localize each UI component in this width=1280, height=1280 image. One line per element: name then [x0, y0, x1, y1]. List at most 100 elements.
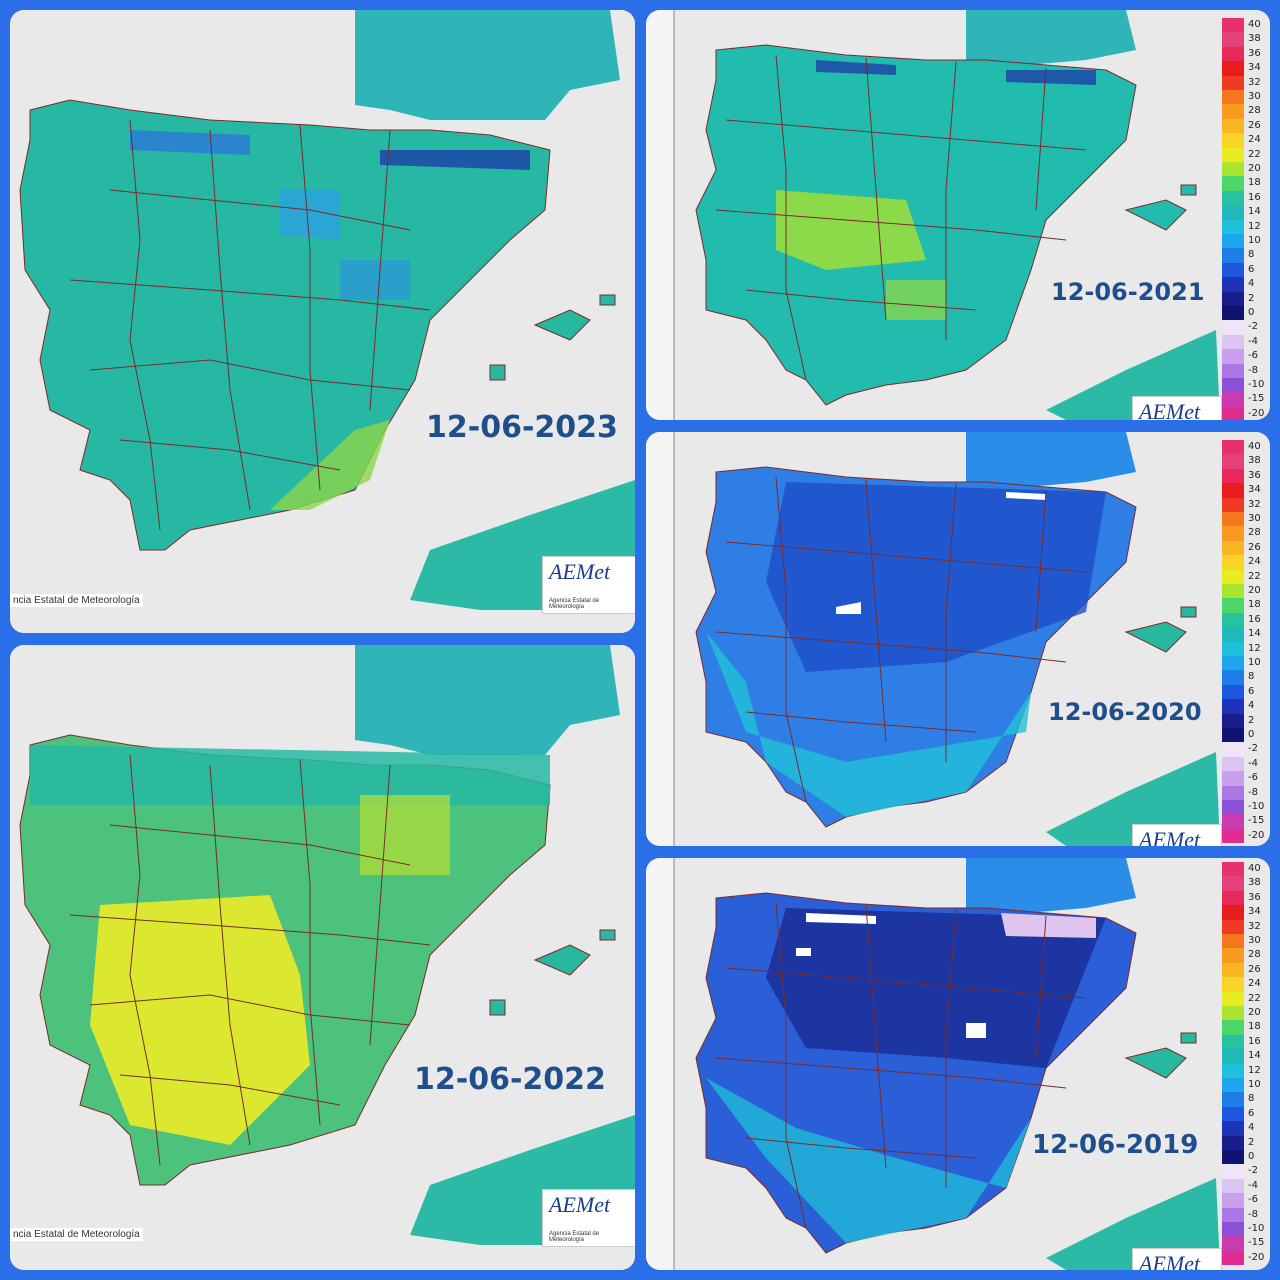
legend-entry: -15 [1222, 1236, 1270, 1251]
legend-entry: -8 [1222, 363, 1270, 378]
legend-swatch [1222, 670, 1244, 685]
aemet-logo-2023: AEMet Agencia Estatal de Meteorología [542, 556, 635, 614]
legend-entry: 28 [1222, 104, 1270, 119]
aemet-logo-2021: AEMet [1132, 396, 1222, 420]
legend-label: 14 [1248, 1050, 1261, 1062]
legend-swatch [1222, 771, 1244, 786]
legend-swatch [1222, 627, 1244, 642]
temperature-legend-2020: 40 38 36 34 32 30 28 26 24 22 20 18 16 14 12 10 8 6 4 2 0 -2-… [1222, 440, 1270, 844]
legend-swatch [1222, 1178, 1244, 1194]
legend-label: 12 [1248, 220, 1261, 232]
legend-label: 6 [1248, 1107, 1255, 1119]
legend-label: -6 [1248, 350, 1258, 362]
legend-entry: 10 [1222, 1078, 1270, 1093]
legend-swatch [1222, 828, 1244, 844]
legend-label: -10 [1248, 801, 1265, 812]
aemet-logo-2019: AEMet [1132, 1248, 1222, 1270]
legend-entry: 0 [1222, 1150, 1270, 1165]
legend-swatch [1222, 205, 1244, 220]
legend-entry: 40 [1222, 862, 1270, 877]
legend-label: -2 [1248, 321, 1258, 333]
temperature-map-2020 [646, 432, 1270, 846]
legend-swatch [1222, 1006, 1244, 1021]
legend-entry: 36 [1222, 46, 1270, 62]
legend-entry: 2 [1222, 1135, 1270, 1150]
legend-label: 2 [1248, 1136, 1255, 1148]
legend-swatch [1222, 147, 1244, 162]
legend-entry: 0 [1222, 306, 1270, 321]
agency-credit-2022: ncia Estatal de Meteorología [10, 1228, 143, 1241]
legend-label: 32 [1248, 76, 1261, 88]
legend-label: 30 [1248, 91, 1261, 102]
legend-label: 34 [1248, 906, 1261, 918]
legend-label: 26 [1248, 119, 1261, 131]
date-label-2023: 12-06-2023 [426, 410, 618, 445]
legend-swatch [1222, 306, 1244, 321]
legend-entry: -10 [1222, 1222, 1270, 1237]
legend-label: 36 [1248, 47, 1261, 59]
legend-swatch [1222, 190, 1244, 206]
legend-swatch [1222, 612, 1244, 628]
legend-swatch [1222, 584, 1244, 599]
legend-swatch [1222, 234, 1244, 249]
legend-entry: 16 [1222, 190, 1270, 206]
legend-swatch [1222, 468, 1244, 484]
legend-swatch [1222, 248, 1244, 263]
legend-label: 14 [1248, 206, 1261, 218]
legend-swatch [1222, 334, 1244, 350]
legend-label: -15 [1248, 1237, 1265, 1249]
legend-entry: 24 [1222, 977, 1270, 992]
legend-entry: 40 [1222, 18, 1270, 33]
legend-entry: 10 [1222, 656, 1270, 671]
legend-label: 20 [1248, 585, 1261, 596]
legend-entry: -15 [1222, 392, 1270, 407]
legend-entry: -6 [1222, 1193, 1270, 1208]
legend-label: 20 [1248, 163, 1261, 174]
legend-swatch [1222, 656, 1244, 671]
legend-entry: 12 [1222, 641, 1270, 656]
legend-entry: 20 [1222, 1006, 1270, 1021]
legend-swatch [1222, 1034, 1244, 1050]
legend-entry: 22 [1222, 147, 1270, 162]
legend-label: -20 [1248, 829, 1265, 841]
legend-label: 24 [1248, 556, 1261, 568]
legend-label: 6 [1248, 263, 1255, 275]
legend-label: -15 [1248, 815, 1265, 827]
legend-entry: -4 [1222, 756, 1270, 772]
legend-swatch [1222, 440, 1244, 455]
date-label-2019: 12-06-2019 [1032, 1130, 1199, 1160]
legend-swatch [1222, 18, 1244, 33]
temperature-map-2022 [10, 645, 635, 1270]
legend-label: 26 [1248, 963, 1261, 975]
legend-entry: 18 [1222, 176, 1270, 191]
legend-swatch [1222, 756, 1244, 772]
legend-label: 32 [1248, 498, 1261, 510]
legend-swatch [1222, 133, 1244, 148]
legend-entry: 16 [1222, 1034, 1270, 1050]
legend-label: 10 [1248, 1079, 1261, 1090]
legend-swatch [1222, 684, 1244, 700]
legend-entry: 18 [1222, 598, 1270, 613]
aemet-logo-text: AEMet [1139, 1251, 1201, 1270]
legend-entry: 12 [1222, 1063, 1270, 1078]
legend-swatch [1222, 277, 1244, 292]
date-label-2021: 12-06-2021 [1051, 278, 1205, 306]
legend-label: -4 [1248, 335, 1258, 347]
legend-entry: -2 [1222, 320, 1270, 335]
legend-label: 30 [1248, 513, 1261, 524]
legend-label: 22 [1248, 148, 1261, 160]
temperature-map-2023 [10, 10, 635, 633]
legend-entry: 6 [1222, 684, 1270, 700]
legend-entry: 2 [1222, 291, 1270, 306]
legend-label: 10 [1248, 657, 1261, 668]
legend-entry: 36 [1222, 890, 1270, 906]
legend-entry: 32 [1222, 497, 1270, 512]
legend-entry: 24 [1222, 133, 1270, 148]
legend-entry: -20 [1222, 828, 1270, 844]
aemet-logo-text: AEMet [549, 1192, 611, 1217]
legend-label: 16 [1248, 1035, 1261, 1047]
legend-entry: 0 [1222, 728, 1270, 743]
legend-label: 38 [1248, 33, 1261, 45]
aemet-logo-2022: AEMet Agencia Estatal de Meteorología [542, 1189, 635, 1247]
legend-entry: 40 [1222, 440, 1270, 455]
